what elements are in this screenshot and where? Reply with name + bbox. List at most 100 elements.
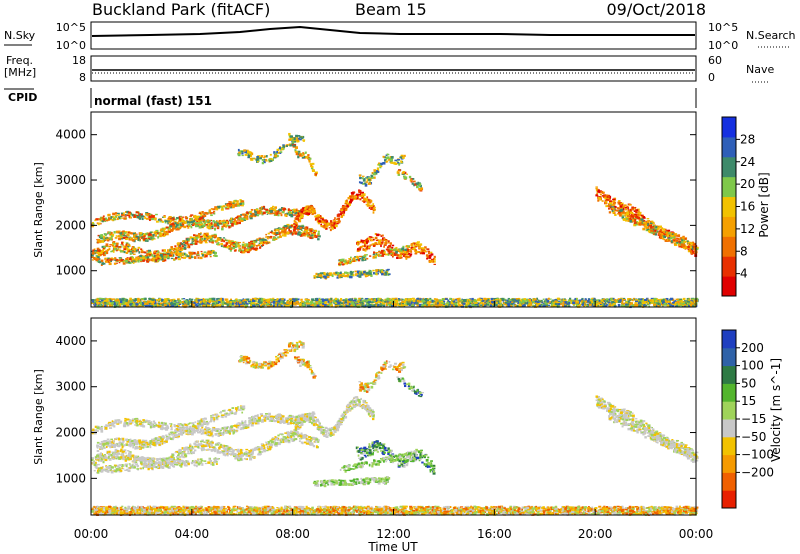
- echo-cell: [141, 217, 144, 221]
- echo-cell: [358, 181, 361, 184]
- echo-cell: [127, 302, 131, 306]
- echo-cell: [274, 152, 278, 155]
- echo-cell: [391, 248, 395, 251]
- echo-cell: [393, 249, 395, 251]
- echo-cell: [424, 246, 427, 249]
- echo-cell: [230, 246, 234, 249]
- echo-cell: [361, 273, 364, 276]
- echo-cell: [346, 204, 349, 208]
- echo-cell: [333, 220, 336, 223]
- echo-cell: [215, 240, 219, 242]
- echo-cell: [339, 273, 342, 277]
- echo-cell: [112, 233, 115, 236]
- echo-cell: [192, 242, 195, 245]
- echo-cell: [365, 274, 369, 277]
- echo-cell: [228, 226, 231, 229]
- echo-cell: [292, 211, 295, 213]
- echo-cell: [239, 202, 242, 206]
- echo-cell: [375, 270, 377, 273]
- echo-cell: [226, 239, 229, 242]
- echo-cell: [365, 181, 368, 183]
- echo-cell: [361, 257, 365, 261]
- echo-cell: [126, 248, 130, 251]
- echo-cell: [398, 257, 402, 260]
- echo-cell: [686, 247, 689, 250]
- echo-cell: [231, 240, 235, 243]
- echo-cell: [236, 243, 240, 245]
- echo-cell: [385, 248, 389, 251]
- echo-cell: [313, 210, 315, 213]
- echo-cell: [189, 215, 192, 218]
- echo-cell: [342, 204, 345, 207]
- echo-cell: [138, 213, 142, 216]
- echo-cell: [684, 241, 687, 243]
- echo-cell: [163, 231, 166, 234]
- echo-cell: [268, 158, 271, 162]
- echo-cell: [375, 256, 377, 259]
- echo-cell: [235, 241, 238, 243]
- echo-cell: [244, 151, 247, 154]
- echo-cell: [265, 208, 269, 211]
- echo-cell: [384, 160, 387, 162]
- echo-cell: [661, 236, 665, 239]
- echo-cell: [236, 215, 239, 219]
- echo-cell: [652, 222, 655, 225]
- echo-cell: [340, 215, 343, 218]
- nsearch-tick-top: 10^5: [708, 21, 738, 34]
- echo-cell: [277, 236, 280, 239]
- echo-cell: [498, 301, 501, 304]
- echo-cell: [300, 208, 304, 211]
- echo-cell: [317, 238, 320, 241]
- echo-cell: [380, 242, 384, 245]
- echo-cell: [235, 216, 238, 219]
- echo-cell: [313, 276, 316, 278]
- echo-cell: [196, 220, 198, 223]
- echo-cell: [341, 274, 345, 277]
- echo-cell: [610, 200, 614, 203]
- echo-cell: [242, 249, 245, 252]
- echo-cell: [362, 239, 366, 242]
- echo-cell: [332, 227, 335, 230]
- echo-cell: [198, 233, 201, 235]
- echo-cell: [320, 225, 323, 228]
- echo-cell: [302, 227, 305, 230]
- echo-cell: [402, 249, 405, 252]
- echo-cell: [467, 304, 471, 307]
- echo-cell: [292, 231, 296, 233]
- echo-cell: [127, 231, 131, 234]
- echo-cell: [646, 228, 650, 231]
- echo-cell: [363, 197, 367, 201]
- echo-cell: [326, 222, 330, 226]
- echo-cell: [488, 304, 490, 306]
- echo-cell: [499, 304, 502, 308]
- echo-cell: [180, 219, 184, 223]
- echo-cell: [167, 304, 171, 307]
- echo-cell: [342, 273, 346, 275]
- echo-cell: [612, 198, 614, 201]
- echo-cell: [121, 233, 125, 236]
- echo-cell: [693, 246, 696, 248]
- echo-cell: [239, 300, 242, 303]
- echo-cell: [689, 246, 693, 249]
- echo-cell: [296, 227, 300, 230]
- echo-cell: [269, 212, 273, 215]
- echo-cell: [233, 250, 237, 252]
- echo-cell: [186, 255, 190, 258]
- echo-cell: [250, 213, 254, 217]
- echo-cell: [606, 195, 609, 199]
- echo-cell: [423, 249, 426, 251]
- echo-cell: [153, 254, 156, 258]
- echo-cell: [201, 211, 204, 214]
- echo-cell: [417, 251, 421, 253]
- echo-cell: [293, 227, 297, 230]
- echo-cell: [626, 205, 629, 208]
- echo-cell: [604, 197, 608, 200]
- echo-cell: [281, 228, 285, 230]
- echo-cell: [692, 246, 695, 248]
- echo-cell: [243, 217, 246, 220]
- echo-cell: [496, 304, 500, 308]
- echo-cell: [669, 232, 673, 235]
- echo-cell: [101, 216, 105, 220]
- echo-cell: [110, 235, 113, 238]
- echo-cell: [131, 239, 135, 242]
